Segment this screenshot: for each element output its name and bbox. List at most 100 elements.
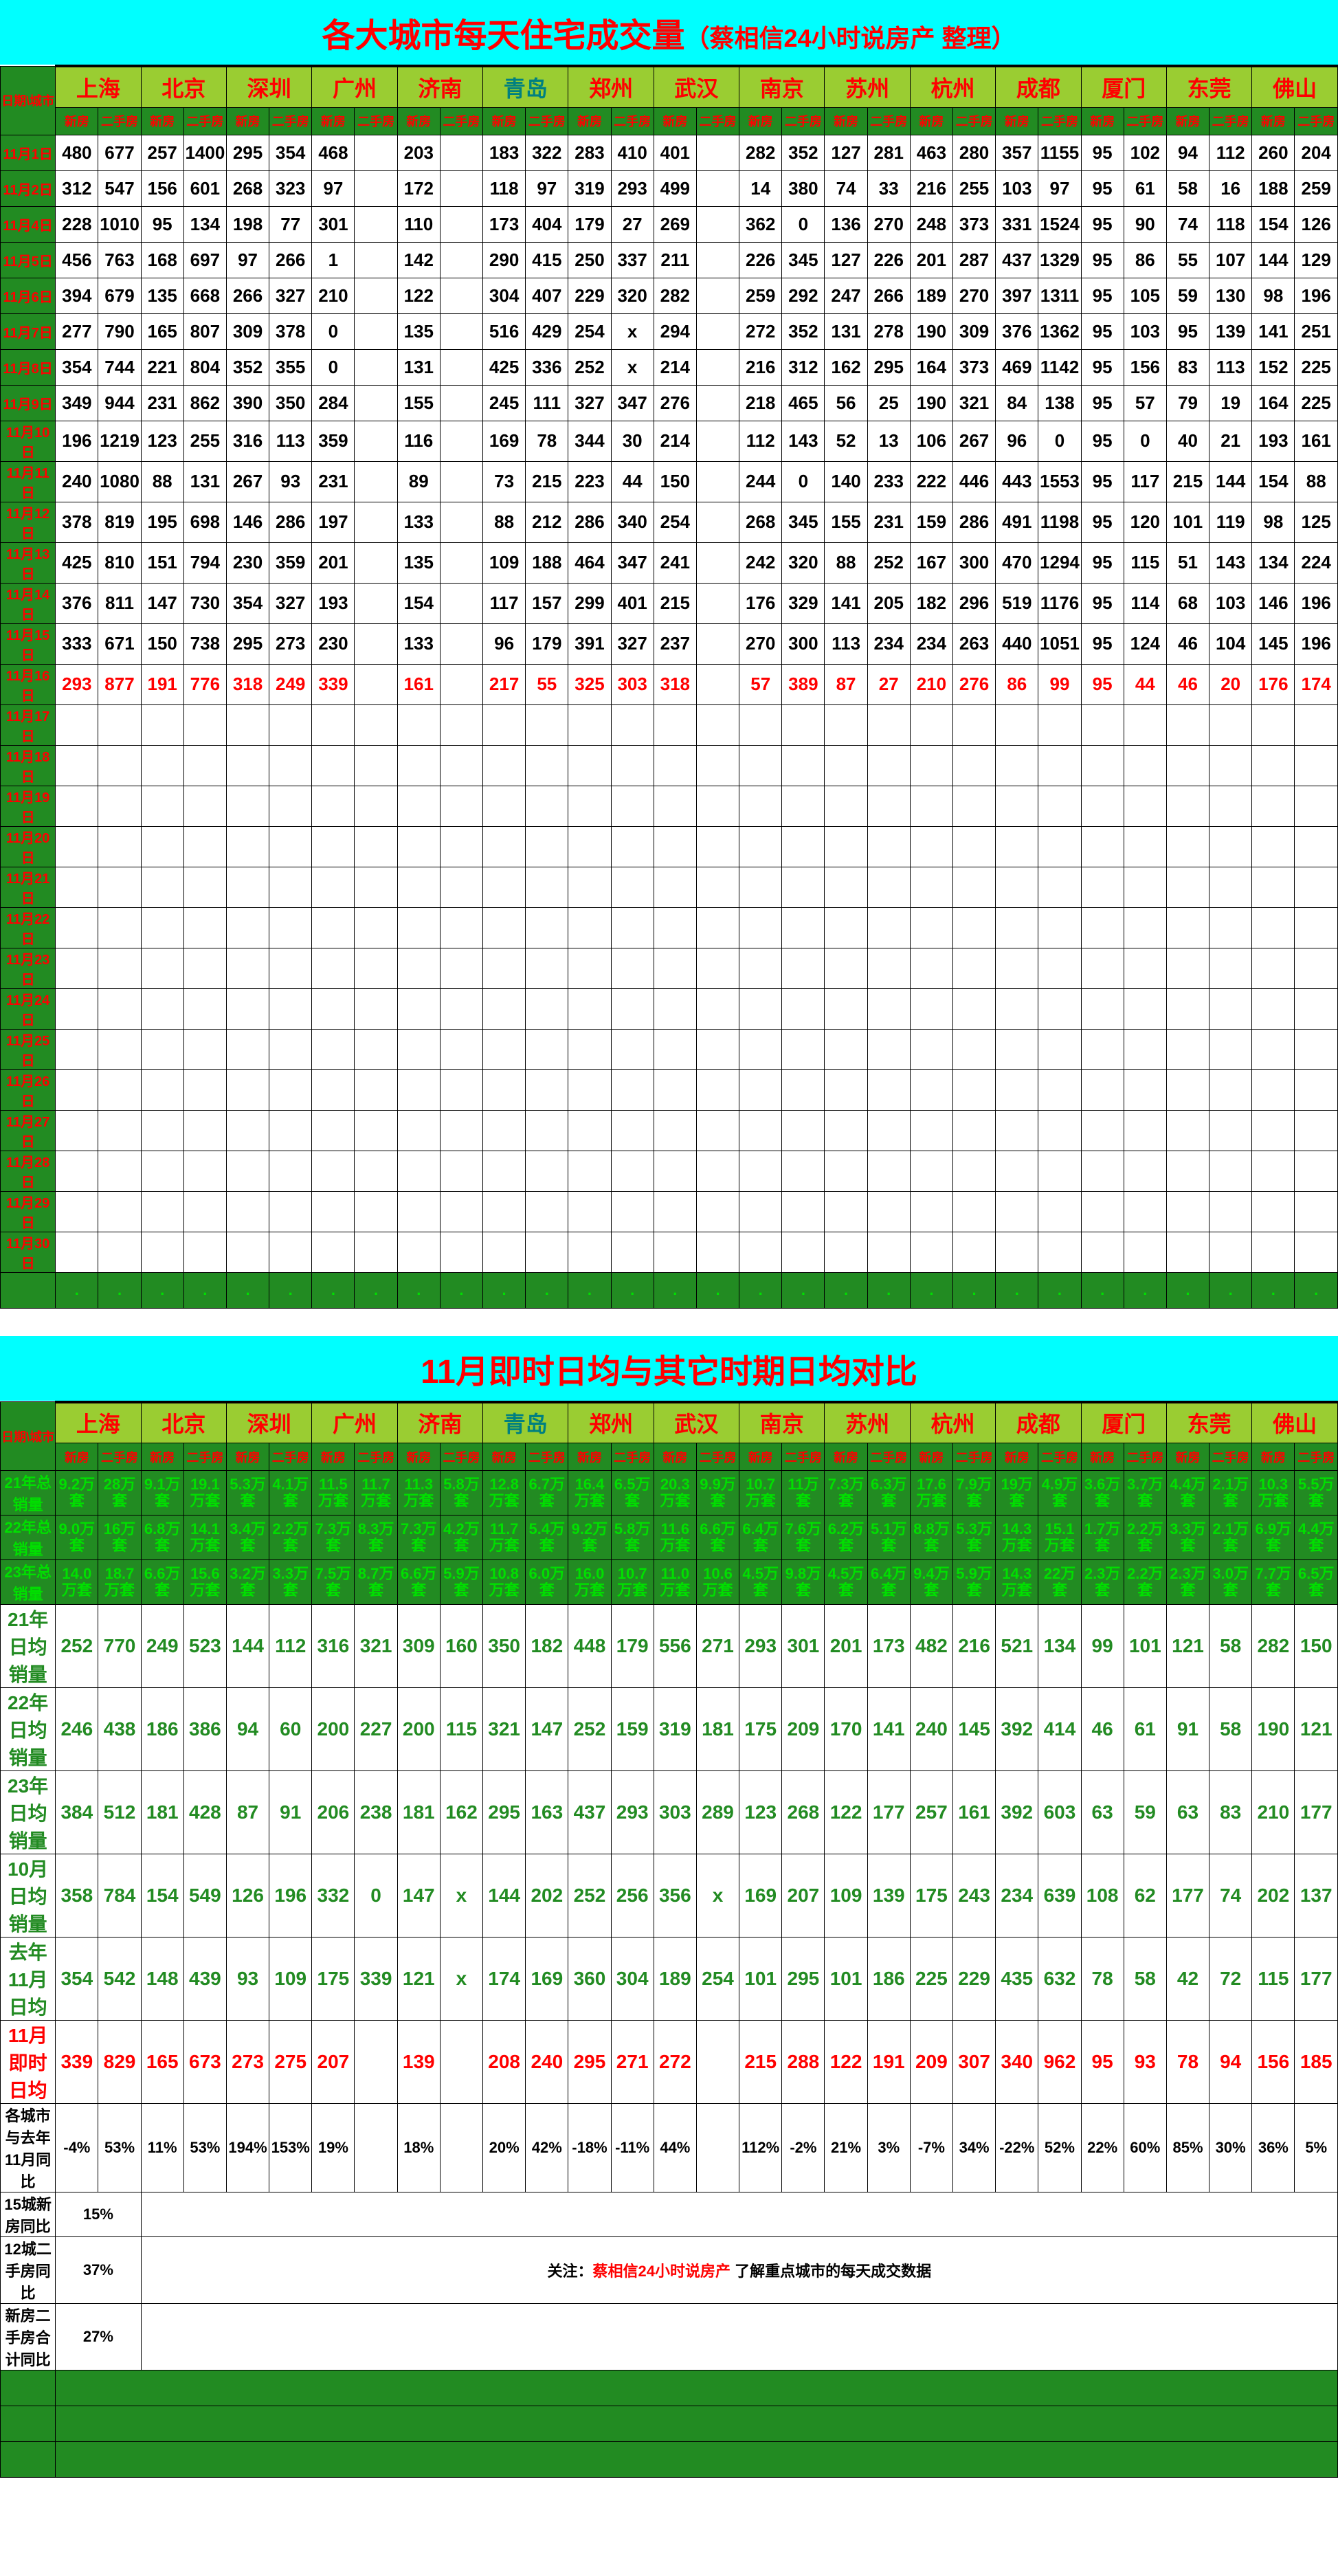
data-cell: 183 bbox=[483, 135, 526, 170]
sub-header: 二手房 bbox=[269, 1443, 312, 1471]
city-header: 南京 bbox=[739, 66, 825, 107]
summary-cell: 216 bbox=[953, 1605, 996, 1688]
data-cell bbox=[910, 988, 952, 1029]
data-cell: 131 bbox=[825, 313, 867, 349]
data-cell: 55 bbox=[526, 664, 568, 704]
date-cell: 11月15日 bbox=[1, 623, 56, 664]
summary-cell: 109 bbox=[825, 1854, 867, 1937]
data-cell: 299 bbox=[568, 583, 611, 623]
date-cell: 11月29日 bbox=[1, 1191, 56, 1232]
data-cell: 126 bbox=[1295, 206, 1338, 242]
data-cell bbox=[996, 1232, 1038, 1272]
data-cell bbox=[141, 1069, 183, 1110]
data-cell bbox=[782, 867, 825, 907]
data-cell bbox=[526, 948, 568, 988]
data-cell bbox=[355, 313, 397, 349]
data-cell bbox=[739, 745, 782, 786]
data-cell bbox=[440, 745, 482, 786]
data-cell bbox=[825, 1069, 867, 1110]
summary-cell: 163 bbox=[526, 1771, 568, 1854]
sub-header: 新房 bbox=[56, 1443, 98, 1471]
data-cell: 169 bbox=[483, 421, 526, 461]
data-cell bbox=[1081, 948, 1124, 988]
data-cell bbox=[98, 948, 141, 988]
data-cell: 87 bbox=[825, 664, 867, 704]
summary-cell: 63 bbox=[1166, 1771, 1209, 1854]
data-cell: 1553 bbox=[1038, 461, 1081, 502]
data-cell bbox=[355, 745, 397, 786]
data-cell: 336 bbox=[526, 349, 568, 385]
data-cell bbox=[611, 948, 654, 988]
data-cell: 211 bbox=[654, 242, 696, 278]
data-cell bbox=[141, 988, 183, 1029]
summary-cell: 4.4万套 bbox=[1166, 1471, 1209, 1515]
data-cell bbox=[183, 745, 226, 786]
data-cell bbox=[696, 1110, 739, 1151]
data-cell bbox=[56, 745, 98, 786]
summary-cell: . bbox=[953, 1272, 996, 1308]
data-cell: 88 bbox=[483, 502, 526, 542]
summary-cell: 7.6万套 bbox=[782, 1515, 825, 1560]
data-cell bbox=[696, 1151, 739, 1191]
data-cell: 266 bbox=[867, 278, 910, 313]
summary-cell: 603 bbox=[1038, 1771, 1081, 1854]
data-cell bbox=[568, 867, 611, 907]
summary-cell bbox=[56, 2370, 1338, 2406]
data-cell bbox=[1038, 1069, 1081, 1110]
data-cell bbox=[440, 461, 482, 502]
data-cell bbox=[141, 1232, 183, 1272]
data-cell bbox=[953, 1029, 996, 1069]
summary-cell: 42 bbox=[1166, 1937, 1209, 2021]
data-cell: 331 bbox=[996, 206, 1038, 242]
data-cell bbox=[355, 664, 397, 704]
data-cell: 776 bbox=[183, 664, 226, 704]
data-cell bbox=[1166, 988, 1209, 1029]
data-cell: 278 bbox=[867, 313, 910, 349]
summary-cell: 6.3万套 bbox=[867, 1471, 910, 1515]
data-cell: 151 bbox=[141, 542, 183, 583]
summary-cell: 101 bbox=[1124, 1605, 1166, 1688]
summary-cell: 3.3万套 bbox=[1166, 1515, 1209, 1560]
summary-cell: 58 bbox=[1124, 1937, 1166, 2021]
data-cell: 294 bbox=[654, 313, 696, 349]
data-cell bbox=[312, 1029, 355, 1069]
summary-label: 12城二手房同比 bbox=[1, 2237, 56, 2304]
data-cell bbox=[355, 907, 397, 948]
summary-cell: 6.5万套 bbox=[1295, 1560, 1338, 1605]
summary-cell: 252 bbox=[56, 1605, 98, 1688]
summary-cell: 2.2万套 bbox=[1124, 1560, 1166, 1605]
data-cell bbox=[739, 988, 782, 1029]
summary-cell: 179 bbox=[611, 1605, 654, 1688]
data-cell: 1051 bbox=[1038, 623, 1081, 664]
data-cell bbox=[611, 826, 654, 867]
summary-cell: 207 bbox=[312, 2021, 355, 2104]
data-cell: 172 bbox=[397, 170, 440, 206]
data-cell: 86 bbox=[1124, 242, 1166, 278]
data-cell: 196 bbox=[1295, 623, 1338, 664]
data-cell: 446 bbox=[953, 461, 996, 502]
sub-header: 二手房 bbox=[1038, 1443, 1081, 1471]
data-cell bbox=[696, 583, 739, 623]
data-cell: 247 bbox=[825, 278, 867, 313]
data-cell bbox=[1295, 867, 1338, 907]
summary-cell: 234 bbox=[996, 1854, 1038, 1937]
data-cell: 222 bbox=[910, 461, 952, 502]
summary-cell: . bbox=[141, 1272, 183, 1308]
data-cell bbox=[56, 1191, 98, 1232]
summary-cell: 549 bbox=[183, 1854, 226, 1937]
data-cell bbox=[1124, 948, 1166, 988]
data-cell bbox=[1124, 907, 1166, 948]
data-cell: 93 bbox=[269, 461, 312, 502]
data-cell: 83 bbox=[1166, 349, 1209, 385]
summary-label bbox=[1, 2442, 56, 2478]
summary-cell: 16万套 bbox=[98, 1515, 141, 1560]
city-header: 深圳 bbox=[226, 1402, 311, 1443]
data-cell: 33 bbox=[867, 170, 910, 206]
data-cell: 601 bbox=[183, 170, 226, 206]
summary-cell: 177 bbox=[867, 1771, 910, 1854]
summary-cell: 177 bbox=[1295, 1937, 1338, 2021]
summary-cell: 7.5万套 bbox=[312, 1560, 355, 1605]
data-cell bbox=[696, 1069, 739, 1110]
city-header: 深圳 bbox=[226, 66, 311, 107]
sub-header: 新房 bbox=[312, 1443, 355, 1471]
